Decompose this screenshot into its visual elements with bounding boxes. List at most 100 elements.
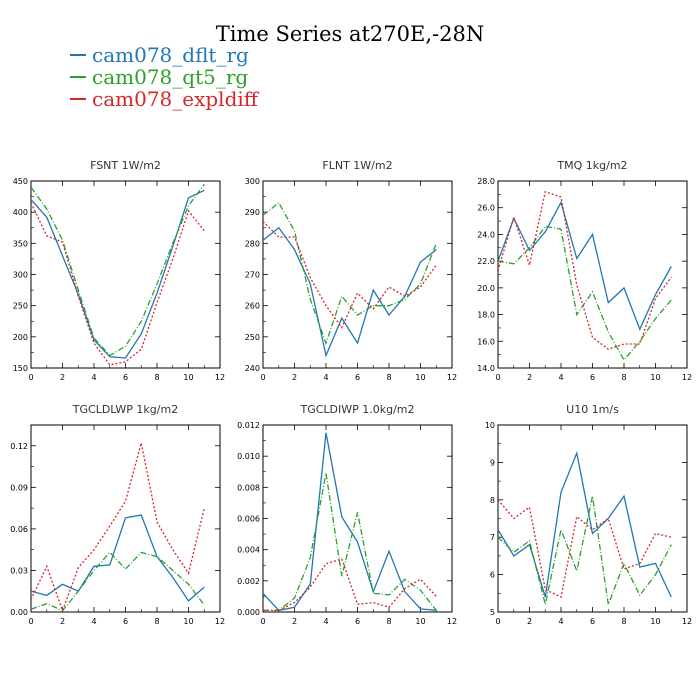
x-tick-label: 12 — [215, 617, 225, 626]
y-tick-label: 350 — [13, 239, 28, 248]
y-tick-label: 400 — [13, 208, 28, 217]
series-line-cam078_expldiff — [263, 558, 437, 612]
chart-panel: U10 1m/s 0 2 4 6 8 10 12 5 6 7 8 9 10 — [485, 403, 692, 626]
y-tick-label: 200 — [13, 333, 28, 342]
x-tick-label: 12 — [447, 373, 457, 382]
series-line-cam078_dflt_rg — [498, 450, 672, 598]
y-tick-label: 450 — [13, 177, 28, 186]
x-tick-label: 10 — [650, 617, 660, 626]
x-tick-label: 6 — [123, 373, 128, 382]
x-tick-label: 8 — [154, 617, 159, 626]
x-tick-label: 6 — [355, 617, 360, 626]
legend: cam078_dflt_rg cam078_qt5_rg cam078_expl… — [70, 43, 258, 111]
x-tick-label: 4 — [91, 373, 96, 382]
x-tick-label: 0 — [28, 617, 33, 626]
y-tick-label: 18.0 — [477, 311, 495, 320]
y-tick-label: 0.006 — [237, 515, 260, 524]
chart-panel: FSNT 1W/m2 0 2 4 6 8 10 12 150 200 250 300 350 400 450 — [13, 159, 225, 382]
y-tick-label: 20.0 — [477, 284, 495, 293]
x-tick-label: 8 — [154, 373, 159, 382]
series-line-cam078_dflt_rg — [31, 189, 205, 359]
series-line-cam078_qt5_rg — [263, 201, 437, 346]
x-tick-label: 0 — [260, 617, 265, 626]
y-tick-label: 0.004 — [237, 546, 260, 555]
x-tick-label: 2 — [292, 617, 297, 626]
x-tick-label: 4 — [91, 617, 96, 626]
y-tick-label: 16.0 — [477, 337, 495, 346]
legend-item: cam078_qt5_rg — [70, 65, 258, 89]
y-tick-label: 0.000 — [237, 608, 260, 617]
series-line-cam078_dflt_rg — [498, 200, 672, 331]
panel-title: TGCLDIWP 1.0kg/m2 — [299, 403, 414, 416]
y-tick-label: 22.0 — [477, 257, 495, 266]
legend-item: cam078_dflt_rg — [70, 43, 258, 67]
chart-panel: FLNT 1W/m2 0 2 4 6 8 10 12 240 250 260 270 280 290 300 — [245, 159, 457, 382]
y-tick-label: 290 — [245, 208, 260, 217]
y-tick-label: 0.002 — [237, 577, 260, 586]
series-line-cam078_dflt_rg — [31, 514, 205, 602]
x-tick-label: 6 — [123, 617, 128, 626]
plot-frame — [497, 424, 688, 613]
y-tick-label: 0.12 — [10, 442, 28, 451]
x-tick-label: 0 — [28, 373, 33, 382]
x-tick-label: 2 — [527, 373, 532, 382]
plot-frame — [262, 180, 453, 369]
y-tick-label: 5 — [490, 608, 495, 617]
x-tick-label: 2 — [292, 373, 297, 382]
series-line-cam078_expldiff — [498, 499, 672, 598]
y-tick-label: 0.03 — [10, 566, 28, 575]
x-tick-label: 8 — [621, 373, 626, 382]
x-tick-label: 4 — [323, 373, 328, 382]
chart-panel: TGCLDIWP 1.0kg/m2 0 2 4 6 8 10 12 0.000 0.002 0.00… — [237, 403, 457, 626]
y-tick-label: 7 — [490, 533, 495, 542]
panel-title: FLNT 1W/m2 — [322, 159, 392, 172]
chart-panel: TMQ 1kg/m2 0 2 4 6 8 10 12 14.0 16.0 18.0 20.0 22.0 2… — [477, 159, 692, 382]
x-tick-label: 8 — [621, 617, 626, 626]
y-tick-label: 300 — [245, 177, 260, 186]
legend-swatch-3 — [70, 98, 86, 100]
y-tick-label: 8 — [490, 496, 495, 505]
y-tick-label: 28.0 — [477, 177, 495, 186]
panel-title: FSNT 1W/m2 — [90, 159, 161, 172]
x-tick-label: 0 — [260, 373, 265, 382]
y-tick-label: 260 — [245, 302, 260, 311]
x-tick-label: 2 — [60, 617, 65, 626]
x-tick-label: 6 — [590, 373, 595, 382]
y-tick-label: 24.0 — [477, 230, 495, 239]
legend-label-2: cam078_qt5_rg — [92, 65, 249, 89]
legend-swatch-2 — [70, 76, 86, 78]
plot-frame — [262, 424, 453, 613]
series-line-cam078_expldiff — [31, 442, 205, 612]
figure-title: Time Series at270E,-28N — [215, 22, 485, 46]
x-tick-label: 12 — [447, 617, 457, 626]
series-line-cam078_qt5_rg — [263, 473, 437, 612]
x-tick-label: 0 — [495, 617, 500, 626]
legend-label-1: cam078_dflt_rg — [92, 43, 249, 67]
series-line-cam078_expldiff — [498, 190, 672, 351]
y-tick-label: 0.09 — [10, 483, 28, 492]
series-line-cam078_expldiff — [31, 202, 205, 366]
x-tick-label: 2 — [527, 617, 532, 626]
series-line-cam078_qt5_rg — [31, 551, 205, 612]
panel-title: TMQ 1kg/m2 — [556, 159, 627, 172]
x-tick-label: 0 — [495, 373, 500, 382]
plot-frame — [497, 180, 688, 369]
series-line-cam078_expldiff — [263, 221, 437, 329]
y-tick-label: 240 — [245, 364, 260, 373]
x-tick-label: 4 — [323, 617, 328, 626]
series-line-cam078_dflt_rg — [263, 226, 437, 358]
legend-label-3: cam078_expldiff — [92, 87, 258, 111]
x-tick-label: 10 — [415, 617, 425, 626]
y-tick-label: 0.012 — [237, 421, 260, 430]
x-tick-label: 4 — [558, 373, 563, 382]
y-tick-label: 250 — [245, 333, 260, 342]
series-line-cam078_qt5_rg — [31, 183, 205, 357]
series-line-cam078_dflt_rg — [263, 432, 437, 612]
panel-title: U10 1m/s — [566, 403, 619, 416]
x-tick-label: 10 — [183, 617, 193, 626]
x-tick-label: 12 — [682, 373, 692, 382]
legend-swatch-1 — [70, 54, 86, 56]
y-tick-label: 0.06 — [10, 525, 28, 534]
